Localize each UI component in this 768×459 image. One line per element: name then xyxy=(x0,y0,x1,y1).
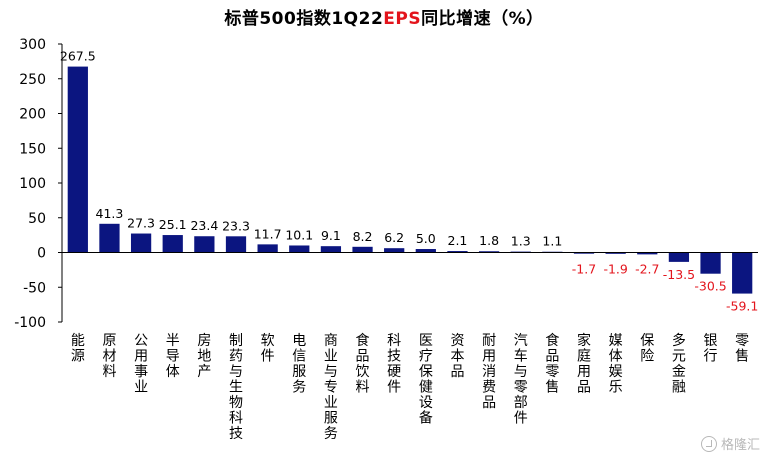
data-label: 8.2 xyxy=(353,229,373,244)
data-label: -1.7 xyxy=(572,262,596,277)
data-label: 23.3 xyxy=(222,218,250,233)
bar xyxy=(478,251,500,253)
title-suffix: 同比增速（%） xyxy=(421,9,544,29)
category-label: 医疗保健设备 xyxy=(419,333,433,427)
bar xyxy=(289,245,310,253)
category-label: 能源 xyxy=(71,333,85,365)
category-label: 食品零售 xyxy=(545,332,559,396)
category-label: 多元金融 xyxy=(672,332,686,396)
category-label: 软件 xyxy=(261,333,275,365)
watermark-logo-icon xyxy=(700,435,717,452)
bar xyxy=(384,248,405,253)
bar xyxy=(130,233,152,253)
bar xyxy=(573,252,595,254)
category-label: 家庭用品 xyxy=(577,332,591,396)
bar xyxy=(67,66,88,253)
category-label: 保险 xyxy=(640,333,654,365)
category-label: 原材料 xyxy=(102,333,116,380)
bar xyxy=(162,235,183,253)
category-label: 半导体 xyxy=(166,333,180,380)
y-tick-label: -100 xyxy=(14,315,46,331)
bar xyxy=(352,246,373,253)
data-label: 1.1 xyxy=(542,234,562,249)
y-tick-label: 100 xyxy=(19,176,46,192)
y-tick-label: 50 xyxy=(28,211,46,227)
y-tick-label: 300 xyxy=(19,37,46,53)
bar xyxy=(99,223,120,253)
bar xyxy=(732,252,753,294)
data-label: 6.2 xyxy=(384,230,404,245)
category-label: 零售 xyxy=(735,333,749,365)
data-label: 267.5 xyxy=(60,49,96,64)
y-tick-label: -50 xyxy=(23,280,46,296)
bar xyxy=(415,249,436,253)
data-label: 1.8 xyxy=(479,233,499,248)
bar xyxy=(320,246,342,253)
bar xyxy=(668,252,690,262)
category-label: 耐用消费品 xyxy=(482,333,496,411)
bar xyxy=(225,236,247,253)
bar xyxy=(257,244,278,253)
data-label: 1.3 xyxy=(511,234,531,249)
data-label: 2.1 xyxy=(448,233,468,248)
category-label: 电信服务 xyxy=(292,333,306,396)
data-label: 11.7 xyxy=(254,226,282,241)
category-label: 媒体娱乐 xyxy=(609,333,623,396)
title-highlight: EPS xyxy=(383,9,422,29)
bar xyxy=(447,251,468,253)
category-label: 制药与生物科技 xyxy=(229,333,243,442)
data-label: 9.1 xyxy=(321,228,341,243)
category-label: 公用事业 xyxy=(134,333,148,396)
data-label: -59.1 xyxy=(726,299,758,314)
data-label: -13.5 xyxy=(663,267,695,282)
category-label: 科技硬件 xyxy=(387,333,401,396)
category-label: 食品饮料 xyxy=(356,332,370,396)
data-label: 27.3 xyxy=(127,216,155,231)
data-label: -2.7 xyxy=(635,262,659,277)
data-label: 23.4 xyxy=(190,218,218,233)
data-label: 25.1 xyxy=(159,217,187,232)
y-tick-label: 250 xyxy=(19,72,46,88)
category-label: 汽车与零部件 xyxy=(514,333,528,427)
bar xyxy=(637,252,658,255)
category-label: 商业与专业服务 xyxy=(324,333,338,442)
data-label: 41.3 xyxy=(96,206,124,221)
bar xyxy=(700,252,721,274)
bar xyxy=(605,252,626,254)
y-tick-label: 0 xyxy=(37,246,46,262)
bar xyxy=(194,236,215,253)
chart-title: 标普500指数1Q22EPS同比增速（%） xyxy=(0,4,768,29)
watermark-text: 格隆汇 xyxy=(720,438,760,453)
category-label: 资本品 xyxy=(450,333,464,380)
data-label: -30.5 xyxy=(694,279,726,294)
data-label: 5.0 xyxy=(416,231,436,246)
title-prefix: 标普500指数1Q22 xyxy=(224,9,384,29)
y-tick-label: 200 xyxy=(19,107,46,123)
watermark: 格隆汇 xyxy=(700,434,760,453)
data-label: 10.1 xyxy=(285,227,313,242)
data-label: -1.9 xyxy=(603,262,627,277)
y-tick-label: 150 xyxy=(19,141,46,157)
category-label: 银行 xyxy=(704,333,718,365)
category-label: 房地产 xyxy=(197,333,211,380)
